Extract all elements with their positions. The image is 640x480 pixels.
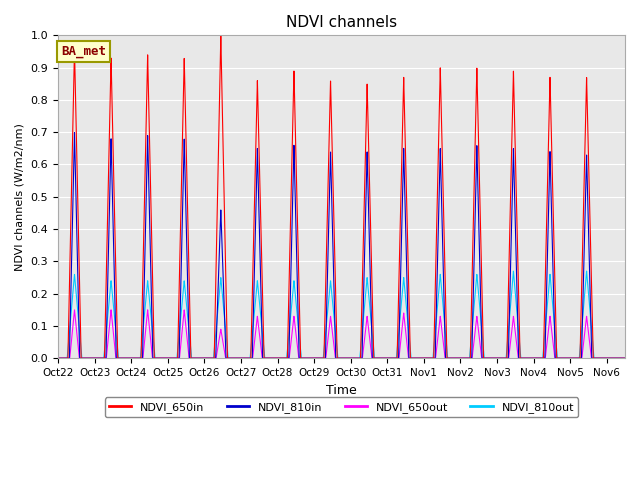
X-axis label: Time: Time: [326, 384, 357, 396]
NDVI_810out: [460, 355, 468, 361]
NDVI_810out: [195, 355, 203, 361]
Text: BA_met: BA_met: [61, 45, 106, 58]
NDVI_650in: [323, 260, 330, 265]
NDVI_650out: [460, 355, 468, 361]
Title: NDVI channels: NDVI channels: [286, 15, 397, 30]
NDVI_650out: [621, 355, 629, 361]
Line: NDVI_810in: NDVI_810in: [58, 132, 625, 358]
NDVI_650out: [108, 307, 115, 312]
Line: NDVI_650out: NDVI_650out: [58, 310, 625, 358]
NDVI_650out: [54, 355, 62, 361]
Line: NDVI_650in: NDVI_650in: [58, 36, 625, 358]
NDVI_810out: [418, 355, 426, 361]
NDVI_810out: [583, 268, 591, 274]
Legend: NDVI_650in, NDVI_810in, NDVI_650out, NDVI_810out: NDVI_650in, NDVI_810in, NDVI_650out, NDV…: [104, 397, 579, 417]
NDVI_810in: [70, 130, 78, 135]
NDVI_810out: [54, 355, 62, 361]
NDVI_650in: [621, 355, 629, 361]
NDVI_810in: [397, 258, 404, 264]
NDVI_810in: [621, 355, 629, 361]
NDVI_650in: [397, 192, 404, 197]
NDVI_650in: [418, 355, 426, 361]
NDVI_810out: [323, 324, 330, 330]
NDVI_810in: [460, 355, 468, 361]
NDVI_810in: [418, 355, 426, 361]
NDVI_650in: [195, 355, 203, 361]
NDVI_810out: [397, 305, 404, 311]
NDVI_810out: [584, 288, 592, 294]
NDVI_650out: [195, 355, 203, 361]
Y-axis label: NDVI channels (W/m2/nm): NDVI channels (W/m2/nm): [15, 123, 25, 271]
NDVI_650in: [460, 355, 468, 361]
NDVI_810in: [584, 219, 592, 225]
NDVI_650in: [584, 147, 592, 153]
Line: NDVI_810out: NDVI_810out: [58, 271, 625, 358]
NDVI_650in: [54, 355, 62, 361]
NDVI_810in: [54, 355, 62, 361]
NDVI_650out: [584, 328, 592, 334]
NDVI_650out: [397, 336, 404, 342]
NDVI_810in: [323, 323, 330, 329]
NDVI_810out: [621, 355, 629, 361]
NDVI_650out: [418, 355, 426, 361]
NDVI_650out: [323, 351, 330, 357]
NDVI_650in: [217, 33, 225, 39]
NDVI_810in: [195, 355, 203, 361]
